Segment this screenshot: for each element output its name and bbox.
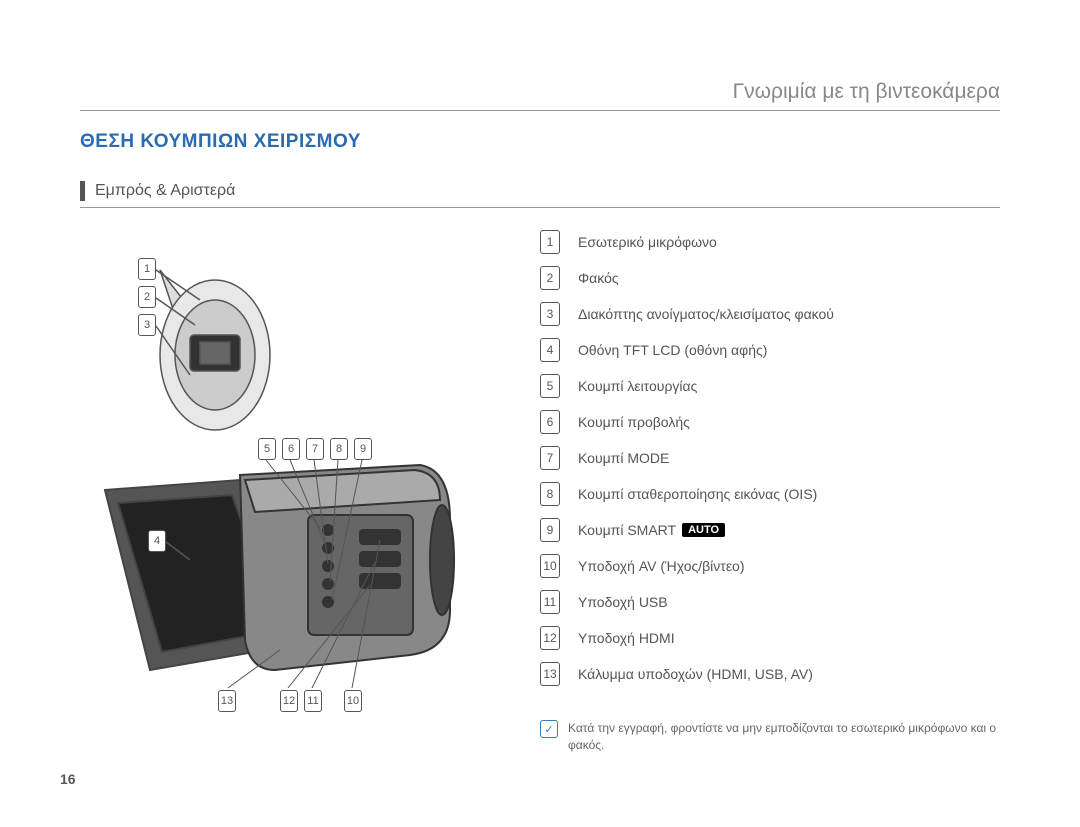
legend-item: 12 Υποδοχή HDMI	[540, 626, 1000, 650]
callout-13: 13	[218, 690, 236, 712]
legend-number: 5	[540, 374, 560, 398]
legend-item: 4 Οθόνη TFT LCD (οθόνη αφής)	[540, 338, 1000, 362]
legend-label: Υποδοχή HDMI	[578, 630, 675, 646]
callout-9: 9	[354, 438, 372, 460]
legend-label: Φακός	[578, 270, 619, 286]
legend-item: 7 Κουμπί MODE	[540, 446, 1000, 470]
callout-2: 2	[138, 286, 156, 308]
callout-6: 6	[282, 438, 300, 460]
legend-label: Κουμπί λειτουργίας	[578, 378, 697, 394]
legend-label: Υποδοχή AV (Ήχος/βίντεο)	[578, 558, 745, 574]
legend-item: 3 Διακόπτης ανοίγματος/κλεισίματος φακού	[540, 302, 1000, 326]
note: ✓ Κατά την εγγραφή, φροντίστε να μην εμπ…	[540, 720, 1000, 754]
legend-label: Οθόνη TFT LCD (οθόνη αφής)	[578, 342, 767, 358]
chapter-title: Γνωριμία με τη βιντεοκάμερα	[733, 80, 1000, 103]
callout-8: 8	[330, 438, 348, 460]
callout-4: 4	[148, 530, 166, 552]
legend-item: 8 Κουμπί σταθεροποίησης εικόνας (OIS)	[540, 482, 1000, 506]
legend-label: Κάλυμμα υποδοχών (HDMI, USB, AV)	[578, 666, 813, 682]
legend-label: Κουμπί σταθεροποίησης εικόνας (OIS)	[578, 486, 817, 502]
legend-number: 4	[540, 338, 560, 362]
legend-number: 12	[540, 626, 560, 650]
page-number: 16	[60, 771, 76, 787]
legend-item: 2 Φακός	[540, 266, 1000, 290]
callout-3: 3	[138, 314, 156, 336]
legend-item: 9 Κουμπί SMARTAUTO	[540, 518, 1000, 542]
note-text: Κατά την εγγραφή, φροντίστε να μην εμποδ…	[568, 720, 1000, 754]
callout-5: 5	[258, 438, 276, 460]
note-check-icon: ✓	[540, 720, 558, 738]
legend-number: 2	[540, 266, 560, 290]
legend-label: Κουμπί προβολής	[578, 414, 690, 430]
subsection-header: Εμπρός & Αριστερά	[80, 181, 1000, 208]
legend-list: 1 Εσωτερικό μικρόφωνο 2 Φακός 3 Διακόπτης ανο…	[540, 230, 1000, 686]
legend-item: 11 Υποδοχή USB	[540, 590, 1000, 614]
callout-11: 11	[304, 690, 322, 712]
legend-number: 7	[540, 446, 560, 470]
legend-number: 6	[540, 410, 560, 434]
legend-item: 6 Κουμπί προβολής	[540, 410, 1000, 434]
diagram-area: 12345678910111213	[80, 230, 500, 710]
legend-number: 10	[540, 554, 560, 578]
callout-7: 7	[306, 438, 324, 460]
legend-number: 8	[540, 482, 560, 506]
legend-label: Διακόπτης ανοίγματος/κλεισίματος φακού	[578, 306, 834, 322]
legend-label: Κουμπί SMARTAUTO	[578, 522, 725, 538]
legend-label: Εσωτερικό μικρόφωνο	[578, 234, 717, 250]
legend-item: 5 Κουμπί λειτουργίας	[540, 374, 1000, 398]
legend-item: 13 Κάλυμμα υποδοχών (HDMI, USB, AV)	[540, 662, 1000, 686]
legend: 1 Εσωτερικό μικρόφωνο 2 Φακός 3 Διακόπτης ανο…	[540, 230, 1000, 754]
section-title: ΘΕΣΗ ΚΟΥΜΠΙΩΝ ΧΕΙΡΙΣΜΟΥ	[80, 131, 1000, 153]
accent-bar	[80, 181, 85, 201]
content-row: 12345678910111213 1Εσωτερικό μικρόφωνο2Φ…	[80, 230, 1000, 754]
legend-item: 1 Εσωτερικό μικρόφωνο	[540, 230, 1000, 254]
legend-item: 10 Υποδοχή AV (Ήχος/βίντεο)	[540, 554, 1000, 578]
callout-1: 1	[138, 258, 156, 280]
legend-number: 13	[540, 662, 560, 686]
legend-label: Υποδοχή USB	[578, 594, 668, 610]
auto-badge: AUTO	[682, 523, 725, 537]
legend-label: Κουμπί MODE	[578, 450, 669, 466]
header-rule: Γνωριμία με τη βιντεοκάμερα	[80, 80, 1000, 111]
legend-number: 9	[540, 518, 560, 542]
subsection-title: Εμπρός & Αριστερά	[95, 182, 235, 200]
legend-number: 3	[540, 302, 560, 326]
legend-number: 11	[540, 590, 560, 614]
callout-12: 12	[280, 690, 298, 712]
legend-number: 1	[540, 230, 560, 254]
callout-10: 10	[344, 690, 362, 712]
